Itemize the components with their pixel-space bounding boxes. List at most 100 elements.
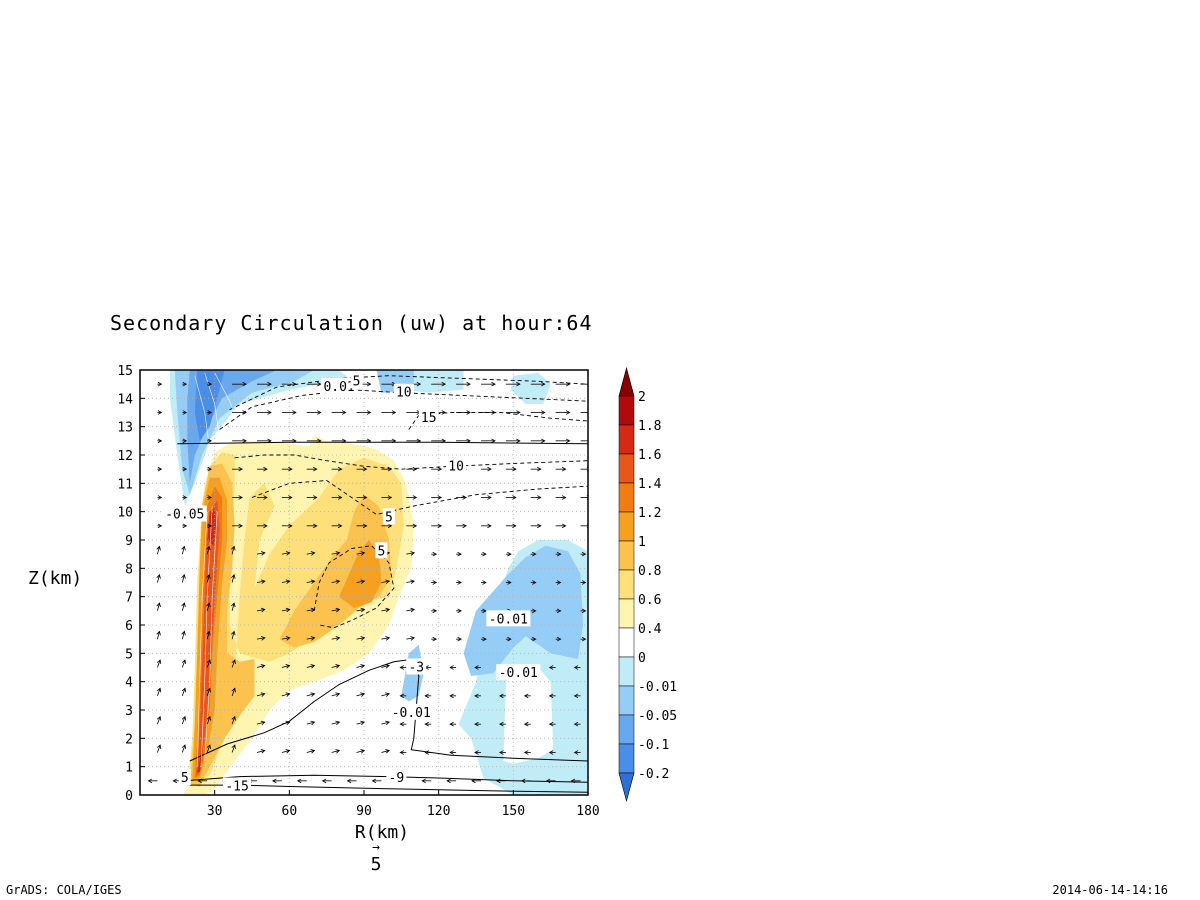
wind-vector [381, 466, 393, 472]
contour-label: 0.01 [323, 380, 354, 395]
wind-vector [523, 721, 531, 727]
wind-vector [346, 778, 357, 784]
wind-vector [156, 545, 161, 555]
colorbar-label: -0.2 [638, 767, 669, 782]
x-axis: 30 60 90 120 150 180 [207, 790, 600, 819]
wind-vector [555, 523, 567, 529]
wind-vector [474, 693, 481, 699]
wind-vector [456, 551, 462, 557]
wind-vector [231, 630, 236, 640]
w-contour-1 [204, 372, 220, 439]
contour-label: 15 [421, 411, 437, 426]
wind-vector [356, 466, 368, 472]
contour-label: -0.01 [392, 706, 431, 721]
wind-vector [156, 630, 161, 640]
vector-reference-value: 5 [371, 854, 382, 875]
wind-vector [157, 523, 163, 529]
wind-vector [456, 410, 471, 415]
wind-vector [181, 659, 187, 668]
wind-vector [281, 607, 291, 613]
contour-label: -3 [408, 661, 424, 676]
wind-vector [431, 636, 438, 642]
wind-vector [206, 602, 211, 611]
wind-vector [499, 721, 506, 727]
wind-vector [157, 466, 163, 472]
wind-vector [182, 438, 188, 444]
wind-vector [331, 664, 341, 669]
wind-vector [232, 381, 247, 387]
wind-vector [356, 720, 366, 726]
contour-label-bg [178, 769, 191, 785]
wind-vector [231, 573, 236, 583]
wind-vector [449, 665, 457, 670]
colorbar-segment [618, 656, 635, 687]
x-tick-label: 60 [282, 804, 298, 819]
wind-vector [157, 410, 163, 415]
wind-vector [505, 466, 517, 472]
wind-vector [381, 410, 397, 415]
wind-vector [256, 720, 266, 726]
wind-vector [207, 523, 213, 529]
wind-vector [480, 580, 487, 585]
wind-vector [182, 466, 188, 472]
u-contour-2 [408, 412, 588, 430]
wind-vector [306, 749, 316, 754]
colorbar: -0.2 -0.1 -0.05 -0.01 0 0.4 0.6 0.8 1 1.2 1.4 1.6 1.… [618, 366, 677, 803]
wind-vector [580, 580, 587, 585]
wind-vector [232, 438, 247, 444]
wind-vector [156, 744, 162, 753]
chart-title: Secondary Circulation (uw) at hour:64 [110, 311, 593, 335]
x-tick-label: 150 [502, 804, 525, 819]
wind-vector [157, 438, 163, 444]
colorbar-label: 0.6 [638, 593, 661, 608]
wind-vector [232, 523, 243, 529]
wind-vector [381, 438, 397, 444]
wind-vector [281, 692, 291, 697]
wind-vector [356, 636, 366, 641]
y-tick-label: 0 [125, 789, 133, 804]
wind-vector [421, 778, 432, 784]
wind-vector [530, 466, 542, 472]
wind-vector [431, 551, 438, 557]
wind-vector [530, 381, 546, 387]
wind-vector [306, 551, 316, 556]
colorbar-segment [618, 743, 635, 774]
vector-reference: → 5 [371, 840, 382, 875]
wind-vector [456, 438, 471, 444]
wind-vector [555, 551, 562, 557]
wind-vector [456, 580, 462, 585]
wind-vector [530, 438, 546, 444]
wind-vector [181, 687, 187, 696]
wind-vector [281, 749, 291, 754]
colorbar-label: 0.4 [638, 622, 662, 637]
wind-vector [306, 636, 316, 641]
wind-vector [474, 721, 481, 727]
wind-vector [555, 608, 562, 614]
wind-vector [505, 381, 521, 387]
wind-vector [272, 778, 282, 784]
contour-label: 10 [396, 386, 412, 401]
wind-vector [207, 466, 213, 472]
y-axis-label: Z(km) [28, 568, 82, 589]
wind-vector [480, 608, 487, 614]
wind-vector [399, 721, 407, 727]
footer-left: GrADS: COLA/IGES [6, 883, 122, 897]
wind-vector [231, 744, 236, 753]
w-contour-4 [200, 505, 213, 767]
contour-labels: -0.050.01510151055-0.01-0.01-3-0.01-95-1… [162, 372, 541, 795]
w-contour-5 [204, 511, 218, 762]
shade-region-10 [503, 667, 554, 764]
wind-vector [505, 523, 517, 529]
shade-region-16 [339, 540, 382, 608]
wind-vector [156, 715, 162, 725]
wind-vector [381, 607, 391, 613]
wind-vector [431, 466, 443, 472]
wind-vector [449, 721, 457, 727]
wind-vector [256, 381, 272, 387]
contour-label-bg [418, 409, 439, 426]
y-tick-label: 1 [125, 761, 133, 776]
wind-vector [331, 720, 341, 726]
vector-reference-arrow: → [372, 840, 380, 855]
wind-vector [480, 495, 492, 500]
wind-vector [331, 466, 343, 472]
